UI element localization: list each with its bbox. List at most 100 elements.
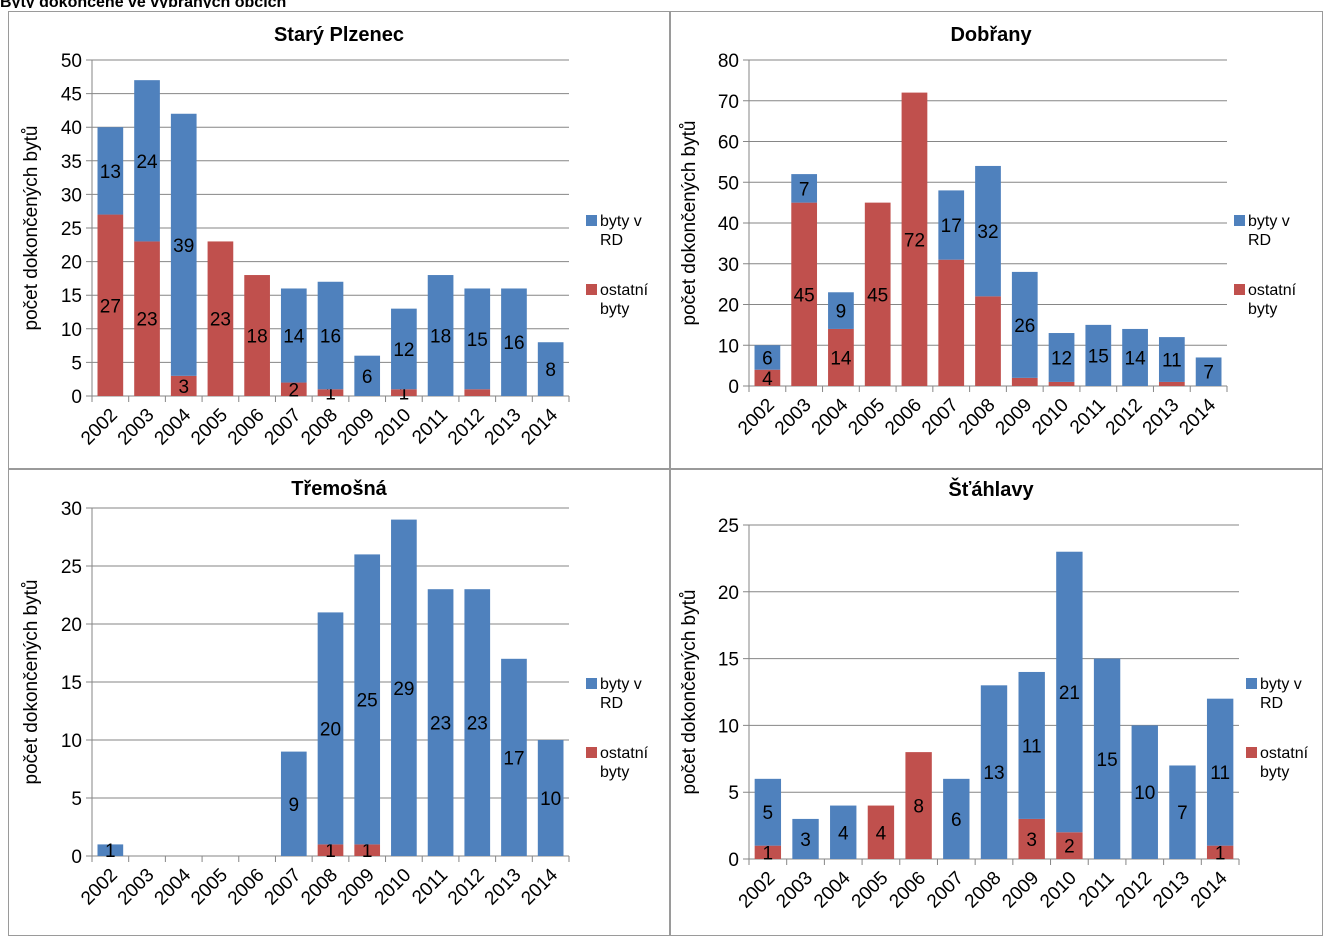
y-tick-label: 10	[61, 320, 82, 341]
data-label-ostatni-2006: 18	[247, 327, 268, 348]
bar-segment-ostatni-2013	[1158, 381, 1185, 386]
data-label-rd-2013: 7	[1177, 803, 1188, 824]
bar-segment-ostatni-2002	[754, 845, 782, 859]
x-tick-label-2010: 2010	[371, 865, 416, 910]
x-tick-label-2002: 2002	[735, 868, 780, 913]
x-tick-label-2008: 2008	[297, 865, 342, 910]
bar-segment-rd-2013	[501, 658, 527, 856]
data-label-rd-2010: 12	[393, 340, 414, 361]
data-label-rd-2012: 15	[467, 330, 488, 351]
bar-segment-ostatni-2009	[1011, 377, 1038, 386]
x-tick-label-2005: 2005	[848, 868, 893, 913]
bar-segment-rd-2008	[317, 281, 344, 390]
data-label-rd-2007: 9	[289, 795, 300, 816]
bar-segment-rd-2011	[1085, 324, 1112, 386]
y-tick-label: 45	[61, 85, 82, 106]
chart-title: Starý Plzenec	[274, 24, 404, 46]
data-label-rd-2014: 7	[1203, 363, 1214, 384]
x-tick-label-2004: 2004	[808, 394, 853, 439]
data-label-ostatni-2002: 4	[762, 369, 773, 390]
bar-segment-rd-2009	[1018, 671, 1045, 819]
y-tick-label: 35	[61, 152, 82, 173]
data-label-rd-2009: 11	[1022, 736, 1042, 757]
data-label-rd-2004: 9	[836, 302, 847, 323]
y-tick-label: 10	[718, 336, 739, 357]
x-tick-label-2011: 2011	[408, 865, 452, 909]
x-tick-label-2012: 2012	[444, 405, 489, 450]
x-tick-label-2009: 2009	[334, 865, 379, 910]
x-tick-label-2009: 2009	[992, 395, 1037, 440]
bar-segment-ostatni-2002	[754, 369, 781, 386]
y-tick-label: 20	[61, 615, 82, 636]
x-tick-label-2008: 2008	[955, 395, 1000, 440]
bar-segment-rd-2008	[975, 165, 1001, 297]
x-tick-label-2006: 2006	[224, 865, 269, 910]
x-tick-label-2010: 2010	[371, 405, 416, 450]
x-tick-label-2004: 2004	[810, 867, 855, 912]
legend-label-ostatni: ostatní byty	[1260, 745, 1309, 781]
bar-segment-rd-2010	[391, 308, 417, 390]
bar-segment-ostatni-2008	[317, 389, 344, 396]
legend-label-rd: byty v RD	[600, 676, 642, 712]
legend-swatch-rd	[1246, 678, 1257, 689]
y-tick-label: 10	[718, 716, 739, 737]
y-tick-label: 30	[61, 499, 82, 520]
y-tick-label: 0	[71, 847, 82, 868]
chart-svg-stary-plzenec: Starý Plzenec 0 5 10 15 20 25 30 35 40 45 50 počet d…	[21, 24, 649, 450]
data-label-ostatni-2009: 3	[1026, 830, 1037, 851]
y-tick-label: 0	[71, 387, 82, 408]
legend-label-rd: byty v RD	[1260, 676, 1302, 712]
x-tick-label-2006: 2006	[224, 405, 269, 450]
legend-swatch-ostatni	[586, 747, 597, 758]
legend-swatch-ostatni	[1246, 747, 1257, 758]
x-tick-label-2009: 2009	[998, 868, 1043, 913]
data-label-rd-2013: 11	[1162, 351, 1182, 372]
x-tick-label-2006: 2006	[885, 868, 930, 913]
y-tick-label: 70	[718, 92, 739, 113]
y-tick-label: 10	[61, 731, 82, 752]
x-tick-label-2011: 2011	[408, 405, 452, 449]
data-label-rd-2002: 13	[100, 162, 121, 183]
legend-swatch-rd	[1234, 215, 1245, 226]
x-tick-label-2014: 2014	[517, 404, 562, 449]
bar-segment-ostatni-2008	[317, 844, 344, 856]
x-tick-label-2013: 2013	[481, 405, 526, 450]
data-label-rd-2014: 8	[545, 360, 556, 381]
bar-segment-ostatni-2006	[901, 92, 928, 386]
bar-segment-rd-2003	[134, 80, 160, 242]
x-tick-label-2002: 2002	[77, 405, 122, 450]
data-label-rd-2011: 18	[430, 327, 451, 348]
bar-segment-rd-2014	[537, 740, 564, 856]
data-label-ostatni-2004: 14	[830, 348, 852, 369]
data-label-rd-2012: 10	[1134, 783, 1155, 804]
x-tick-label-2012: 2012	[1112, 868, 1157, 913]
bar-segment-rd-2009	[354, 355, 381, 396]
data-label-rd-2012: 14	[1125, 348, 1147, 369]
bar-segment-rd-2011	[1093, 658, 1121, 859]
data-label-ostatni-2002: 27	[100, 296, 121, 317]
bar-segment-rd-2013	[1169, 765, 1196, 859]
x-tick-label-2003: 2003	[772, 868, 817, 913]
data-label-ostatni-2014: 1	[1215, 843, 1226, 864]
chart-panel-stahlavy: Šťáhlavy 0 5 10 15 20 25 počet dokončených bytů…	[670, 469, 1323, 936]
y-tick-label: 15	[61, 286, 82, 307]
x-tick-label-2002: 2002	[734, 395, 779, 440]
data-label-rd-2011: 23	[430, 714, 451, 735]
legend-label-ostatni: ostatní byty	[600, 745, 649, 781]
bar-segment-ostatni-2007	[938, 259, 965, 386]
data-label-rd-2010: 29	[393, 679, 414, 700]
bar-segment-ostatni-2005	[864, 202, 891, 386]
bar-segment-ostatni-2004	[828, 328, 854, 386]
x-tick-label-2006: 2006	[881, 395, 926, 440]
y-tick-label: 30	[718, 255, 739, 276]
legend-swatch-ostatni	[586, 284, 597, 295]
bar-segment-ostatni-2006	[905, 752, 932, 859]
data-label-rd-2003: 24	[136, 152, 158, 173]
x-tick-label-2014: 2014	[1175, 394, 1220, 439]
bar-segment-rd-2002	[97, 127, 124, 215]
y-axis-label: počet dokončených bytů	[679, 121, 700, 326]
bar-segment-rd-2013	[1158, 337, 1185, 382]
bar-segment-ostatni-2009	[354, 844, 381, 856]
data-label-ostatni-2005: 4	[876, 823, 887, 844]
